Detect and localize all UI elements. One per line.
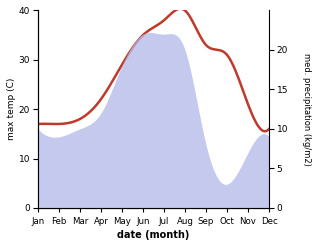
Y-axis label: max temp (C): max temp (C) xyxy=(7,78,16,140)
X-axis label: date (month): date (month) xyxy=(117,230,190,240)
Y-axis label: med. precipitation (kg/m2): med. precipitation (kg/m2) xyxy=(302,53,311,165)
